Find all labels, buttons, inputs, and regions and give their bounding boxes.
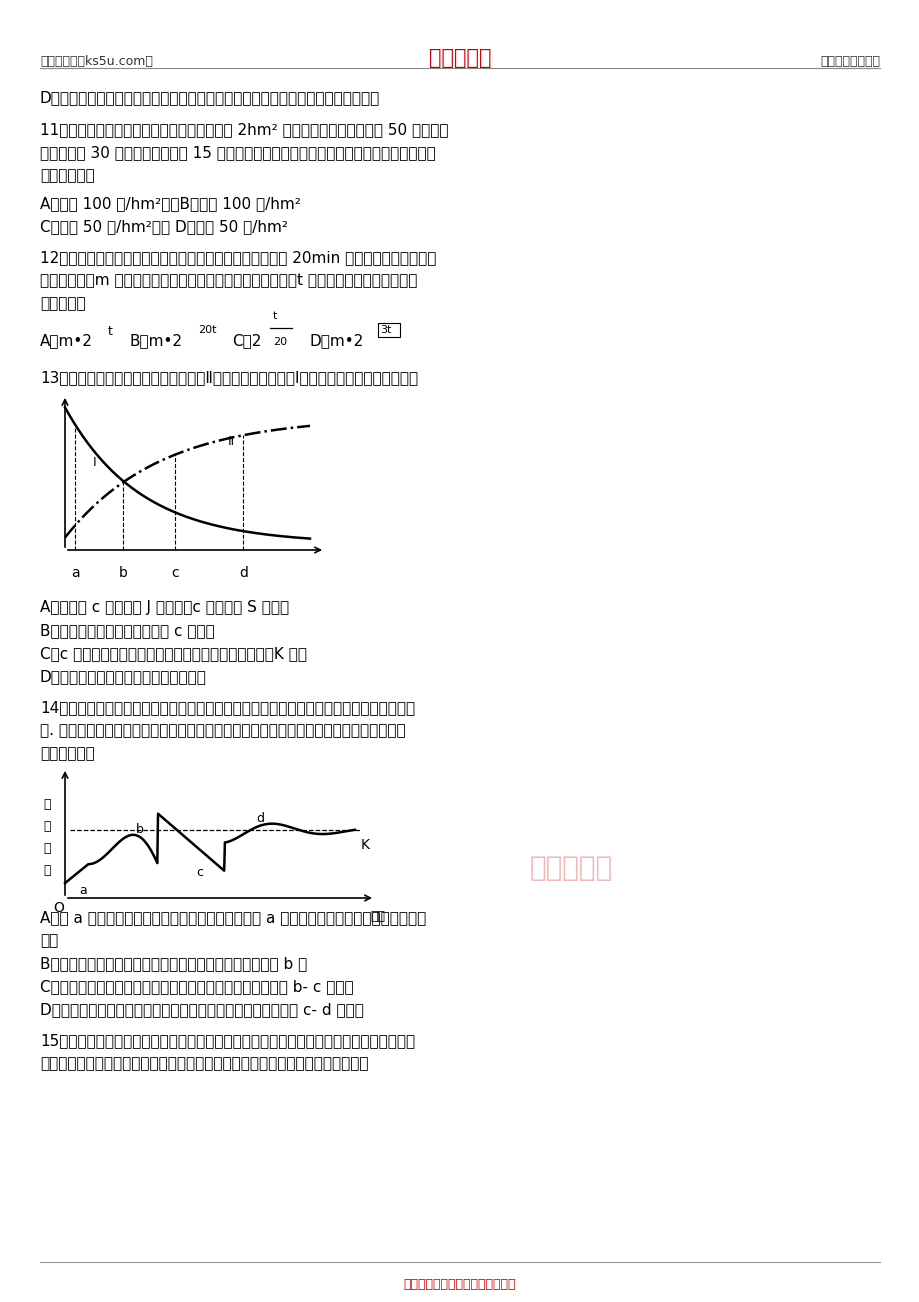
Text: 20t: 20t <box>198 326 216 335</box>
Text: 的是（　　）: 的是（ ） <box>40 746 95 760</box>
Text: 数: 数 <box>43 842 51 855</box>
Text: C．2: C．2 <box>232 333 261 348</box>
Text: b: b <box>136 823 143 836</box>
Text: 是（　　）: 是（ ） <box>40 296 85 311</box>
Text: 3t: 3t <box>380 326 391 335</box>
Text: B．种群数量增长最快的时期是 c 点时期: B．种群数量增长最快的时期是 c 点时期 <box>40 622 214 638</box>
Text: 个: 个 <box>43 798 51 811</box>
Text: D．年龄结构变动会导致该种群个体数量发生波动，波动趋势与 c- d 段相似: D．年龄结构变动会导致该种群个体数量发生波动，波动趋势与 c- d 段相似 <box>40 1003 364 1017</box>
Text: a: a <box>71 566 80 579</box>
Text: 增长: 增长 <box>40 934 58 948</box>
Text: 体: 体 <box>43 820 51 833</box>
Text: Ⅰ: Ⅰ <box>93 456 96 469</box>
Text: 高考资源网版权所有，侵权必究！: 高考资源网版权所有，侵权必究！ <box>403 1279 516 1292</box>
Text: 13．自然界中某种群死亡率如图中曲线Ⅱ，出生率如图中曲线Ⅰ，下列分析正确的是（　　）: 13．自然界中某种群死亡率如图中曲线Ⅱ，出生率如图中曲线Ⅰ，下列分析正确的是（ … <box>40 370 417 385</box>
Text: Ⅱ: Ⅱ <box>228 435 233 448</box>
Text: 量: 量 <box>43 865 51 878</box>
Text: D．种群密度是种群最基本的数量特征，调查方法有标志重捕法和取样器取样的方法: D．种群密度是种群最基本的数量特征，调查方法有标志重捕法和取样器取样的方法 <box>40 90 380 105</box>
Text: C．天敌的大量捕食会导致该种群个体数量下降，下降趋势与 b- c 段相似: C．天敌的大量捕食会导致该种群个体数量下降，下降趋势与 b- c 段相似 <box>40 979 353 993</box>
Text: 该细菌种群（m 个个体）接种到培养基上培养，理想条件下，t 小时后，该种群的个体总数: 该细菌种群（m 个个体）接种到培养基上培养，理想条件下，t 小时后，该种群的个体… <box>40 273 417 288</box>
Text: 示. 若不考虑该系统内生物个体的迁入与迁出，下列关于该种群个体数量变化的叙述，错误: 示. 若不考虑该系统内生物个体的迁入与迁出，下列关于该种群个体数量变化的叙述，错… <box>40 723 405 738</box>
Text: B．若该种群出生率提高，个体数量的增加也不会大幅超过 b 点: B．若该种群出生率提高，个体数量的增加也不会大幅超过 b 点 <box>40 956 307 971</box>
Text: c: c <box>171 566 178 579</box>
Text: 高考资源网: 高考资源网 <box>428 48 491 68</box>
Text: 第二次捕获 30 只，其中有标记的 15 只。若标记使得田鼠更容易被捕食，则真实种群密度估: 第二次捕获 30 只，其中有标记的 15 只。若标记使得田鼠更容易被捕食，则真实… <box>40 145 436 160</box>
Text: D．m•2: D．m•2 <box>310 333 364 348</box>
Text: 20: 20 <box>273 337 287 348</box>
Text: t: t <box>108 326 113 339</box>
Text: C．高于 50 只/hm²　　 D．低于 50 只/hm²: C．高于 50 只/hm² D．低于 50 只/hm² <box>40 219 288 234</box>
Text: 12．在营养和生存空间等没有限制的理想条件下，某细菌每 20min 就分裂繁殖一代。现将: 12．在营养和生存空间等没有限制的理想条件下，某细菌每 20min 就分裂繁殖一… <box>40 250 436 266</box>
Text: A．种群在 c 点之前呈 J 型增长，c 点之后呈 S 型增长: A．种群在 c 点之前呈 J 型增长，c 点之后呈 S 型增长 <box>40 600 289 615</box>
Text: 一些的水域中则以红藻为主，直接影响海洋中藻类植物分布的主要因素是（　　）: 一些的水域中则以红藻为主，直接影响海洋中藻类植物分布的主要因素是（ ） <box>40 1056 369 1072</box>
Text: C．c 点时期此种群的个体总数达到其生活环境负荷量（K 值）: C．c 点时期此种群的个体总数达到其生活环境负荷量（K 值） <box>40 646 307 661</box>
Text: d: d <box>239 566 247 579</box>
Text: 算值（　　）: 算值（ ） <box>40 168 95 184</box>
Text: 高考资源网（ks5u.com）: 高考资源网（ks5u.com） <box>40 55 153 68</box>
Text: t: t <box>273 311 277 322</box>
Text: B．m•2: B．m•2 <box>130 333 183 348</box>
Text: O: O <box>53 901 63 915</box>
Text: 高考资源网: 高考资源网 <box>529 854 612 881</box>
Text: A．高于 100 只/hm²　　B．低于 100 只/hm²: A．高于 100 只/hm² B．低于 100 只/hm² <box>40 197 301 211</box>
Text: c: c <box>196 866 203 879</box>
FancyBboxPatch shape <box>378 323 400 337</box>
Text: a: a <box>79 884 86 897</box>
Text: K: K <box>360 838 369 853</box>
Text: 年份: 年份 <box>369 910 384 923</box>
Text: d: d <box>255 811 264 824</box>
Text: D．曲线表明种群数量变化受食物的影响: D．曲线表明种群数量变化受食物的影响 <box>40 669 207 684</box>
Text: 14．某生态系统中生活着多种植食性动物，其中某一植食性动物种群个体数量的变化如图所: 14．某生态系统中生活着多种植食性动物，其中某一植食性动物种群个体数量的变化如图… <box>40 700 414 715</box>
Text: A．若 a 点时环境因素发生变化，但食物量不变，则 a 点以后个体数量变化不符合逻辑斯谛: A．若 a 点时环境因素发生变化，但食物量不变，则 a 点以后个体数量变化不符合… <box>40 910 425 924</box>
Text: 15．对海洋岩礁上的藻类植物调查时发现，一般在浅水处生长着绿藻，稍深处是褐藻，再深: 15．对海洋岩礁上的藻类植物调查时发现，一般在浅水处生长着绿藻，稍深处是褐藻，再… <box>40 1032 414 1048</box>
Text: b: b <box>119 566 128 579</box>
Text: 您身边的高考专家: 您身边的高考专家 <box>819 55 879 68</box>
Text: A．m•2: A．m•2 <box>40 333 93 348</box>
Text: 11．利用标志重捕法调查田鼠种群密度时，在 2hm² 范围内，第一次捕获标记 50 只田鼠，: 11．利用标志重捕法调查田鼠种群密度时，在 2hm² 范围内，第一次捕获标记 5… <box>40 122 448 137</box>
